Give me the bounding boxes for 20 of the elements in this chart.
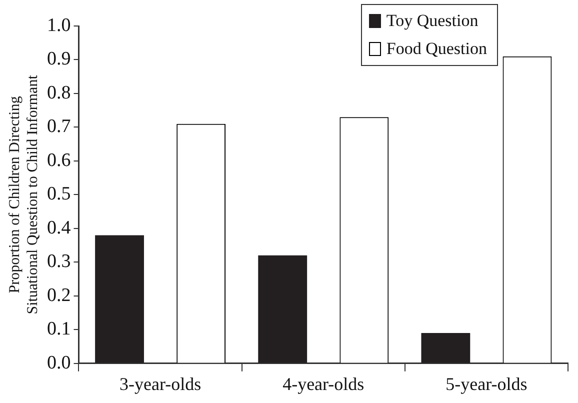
x-tick-label: 5-year-olds	[446, 374, 528, 394]
y-tick-label: 0.4	[47, 217, 72, 238]
x-tick-label: 4-year-olds	[282, 374, 364, 394]
x-tick-label: 3-year-olds	[119, 374, 202, 394]
bar	[258, 255, 308, 363]
y-tick-label: 0.2	[47, 284, 71, 306]
series-label: Food Question	[386, 39, 487, 59]
bar	[95, 235, 144, 363]
y-tick-label: 0.1	[47, 318, 71, 340]
y-axis-title: Proportion of Children Directing Situational Question to Child Informant	[6, 74, 41, 314]
y-tick-label: 1.0	[47, 14, 71, 36]
y-tick-label: 0.9	[47, 48, 71, 70]
legend-label: Toy Question	[386, 11, 478, 31]
y-tick-label: 0.8	[47, 82, 71, 104]
bar	[421, 333, 470, 363]
y-tick-label: 0.0	[47, 352, 71, 374]
y-tick-label: 0.5	[47, 184, 71, 205]
y-tick-label: 0.6	[47, 150, 71, 171]
y-tick-label: 0.7	[47, 116, 71, 138]
y-tick-label: 0.3	[47, 251, 71, 272]
